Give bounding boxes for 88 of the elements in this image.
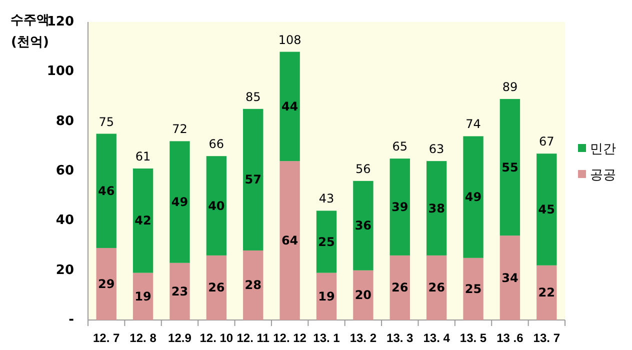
total-label: 43 <box>318 192 334 206</box>
bar <box>426 255 447 320</box>
bar <box>390 255 410 320</box>
total-label: 72 <box>172 122 188 136</box>
data-label: 28 <box>244 278 262 292</box>
x-tick-label: 12. 10 <box>200 331 234 345</box>
data-label: 39 <box>392 200 408 214</box>
bar <box>500 236 520 320</box>
bar <box>243 250 264 320</box>
data-label: 22 <box>538 286 556 300</box>
total-label: 108 <box>278 32 302 47</box>
bar <box>316 272 337 320</box>
data-label: 46 <box>98 184 115 198</box>
bar <box>132 168 154 273</box>
data-label: 64 <box>281 234 298 248</box>
bar <box>96 248 116 320</box>
total-label: 74 <box>466 117 481 132</box>
total-label: 63 <box>428 142 444 156</box>
data-label: 19 <box>134 289 152 304</box>
bar <box>132 272 154 320</box>
bar <box>96 134 116 248</box>
x-tick-label: 12. 11 <box>236 331 270 345</box>
y-tick-label: 80 <box>56 114 74 129</box>
y-tick-label: 20 <box>56 262 74 278</box>
data-label: 49 <box>464 190 482 204</box>
total-label: 56 <box>356 162 371 176</box>
x-tick-label: 13. 3 <box>386 331 414 345</box>
y-tick-label: 120 <box>46 14 74 30</box>
bar <box>463 258 484 320</box>
x-tick-label: 13. 1 <box>313 331 340 345</box>
data-label: 25 <box>318 234 335 249</box>
bar <box>500 98 520 236</box>
data-label: 38 <box>428 201 445 216</box>
bar <box>353 270 374 320</box>
data-label: 42 <box>134 214 152 228</box>
bar <box>463 136 484 258</box>
bar <box>316 210 337 273</box>
data-label: 26 <box>208 280 225 295</box>
data-label: 25 <box>464 282 482 296</box>
data-label: 34 <box>502 270 518 285</box>
data-label: 55 <box>502 160 518 174</box>
data-label: 57 <box>244 172 262 187</box>
bar <box>206 156 227 256</box>
bar <box>280 161 300 320</box>
data-label: 36 <box>354 218 372 233</box>
x-tick-label: 12. 8 <box>130 331 157 345</box>
data-label: 19 <box>318 289 335 304</box>
data-label: 45 <box>538 202 556 216</box>
total-label: 65 <box>392 140 408 154</box>
data-label: 26 <box>428 280 445 295</box>
bar <box>170 262 190 320</box>
data-label: 49 <box>171 195 188 210</box>
x-tick-label: 13. 5 <box>460 331 487 345</box>
bar <box>170 141 190 263</box>
x-tick-label: 12.9 <box>168 331 192 345</box>
data-label: 26 <box>392 280 408 295</box>
x-tick-label: 13. 7 <box>533 331 560 345</box>
bar <box>243 108 264 250</box>
data-label: 44 <box>281 99 298 114</box>
legend-label: 공공 <box>590 168 616 183</box>
x-tick-label: 12. 7 <box>92 331 120 345</box>
y-tick-label: 100 <box>46 64 74 80</box>
bar <box>536 265 557 320</box>
x-tick-label: 13. 2 <box>350 331 377 345</box>
bar <box>390 158 410 256</box>
total-label: 75 <box>98 114 114 129</box>
y-tick-label: 60 <box>56 164 74 178</box>
bar <box>280 52 300 162</box>
x-tick-label: 12. 12 <box>273 331 307 345</box>
total-label: 61 <box>135 150 151 164</box>
total-label: 66 <box>208 137 224 152</box>
data-label: 20 <box>354 288 372 302</box>
data-label: 40 <box>208 198 225 213</box>
y-tick-label: - <box>68 312 74 328</box>
data-label: 23 <box>171 284 188 298</box>
total-label: 67 <box>539 134 554 149</box>
y-tick-label: 40 <box>56 213 74 228</box>
y-axis-title: 수주액 (천억) <box>10 13 50 50</box>
bar <box>536 154 557 266</box>
legend-label: 민간 <box>590 142 616 157</box>
x-tick-label: 13. 4 <box>423 331 450 345</box>
bar <box>353 180 374 270</box>
total-label: 89 <box>502 80 518 94</box>
x-tick-label: 13 .6 <box>496 331 524 345</box>
bar <box>206 255 227 320</box>
bar <box>426 161 447 256</box>
total-label: 85 <box>245 90 261 104</box>
data-label: 29 <box>98 276 115 291</box>
